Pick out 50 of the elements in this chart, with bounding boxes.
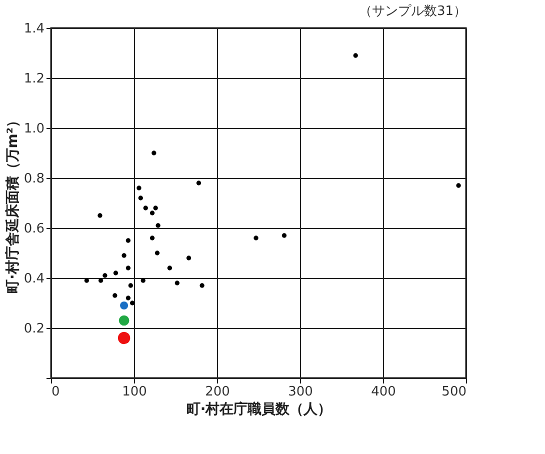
y-tick-label: 1.4 bbox=[24, 22, 44, 36]
point bbox=[456, 183, 461, 188]
y-tick-label: 1.0 bbox=[24, 122, 44, 136]
point bbox=[126, 238, 131, 243]
y-tick-label: 0.2 bbox=[24, 322, 44, 336]
x-tick-label: 200 bbox=[205, 384, 230, 400]
x-tick-label: 300 bbox=[288, 384, 313, 400]
point bbox=[196, 180, 202, 186]
x-axis-title: 町·村在庁職員数（人） bbox=[186, 400, 332, 418]
point bbox=[126, 296, 131, 300]
y-tick-label: 0.8 bbox=[24, 172, 44, 186]
point bbox=[140, 278, 146, 283]
y-axis-title: 町·村庁舎延床面積（万m²） bbox=[4, 113, 21, 294]
point bbox=[102, 273, 108, 278]
point bbox=[153, 206, 158, 210]
text: （サンプル数31） bbox=[358, 4, 466, 19]
point bbox=[167, 266, 172, 270]
point bbox=[254, 236, 258, 240]
point bbox=[118, 332, 130, 344]
point bbox=[84, 278, 90, 283]
point bbox=[113, 270, 118, 276]
point bbox=[130, 300, 135, 306]
point bbox=[154, 250, 160, 256]
point bbox=[98, 278, 104, 283]
point bbox=[118, 315, 130, 326]
point bbox=[353, 53, 358, 58]
x-tick-label: 100 bbox=[122, 384, 147, 400]
point bbox=[138, 196, 143, 200]
point bbox=[150, 236, 155, 240]
x-tick-label: 500 bbox=[442, 384, 466, 400]
x-tick-label: 0 bbox=[52, 384, 60, 400]
point bbox=[122, 253, 126, 258]
point bbox=[112, 293, 118, 298]
point bbox=[126, 266, 131, 270]
point bbox=[186, 256, 192, 260]
point bbox=[143, 206, 148, 210]
point bbox=[200, 283, 204, 288]
y-tick-label: 1.2 bbox=[24, 72, 44, 86]
point bbox=[98, 213, 102, 218]
y-tick-label: 0.6 bbox=[24, 222, 44, 236]
point bbox=[150, 210, 155, 216]
y-tick-label: 0.4 bbox=[24, 272, 44, 286]
point bbox=[156, 223, 160, 228]
point bbox=[282, 233, 287, 238]
point bbox=[120, 301, 128, 310]
point bbox=[152, 150, 156, 156]
point bbox=[174, 280, 180, 286]
point bbox=[136, 186, 142, 190]
point bbox=[128, 283, 134, 288]
x-tick-label: 400 bbox=[371, 384, 396, 400]
